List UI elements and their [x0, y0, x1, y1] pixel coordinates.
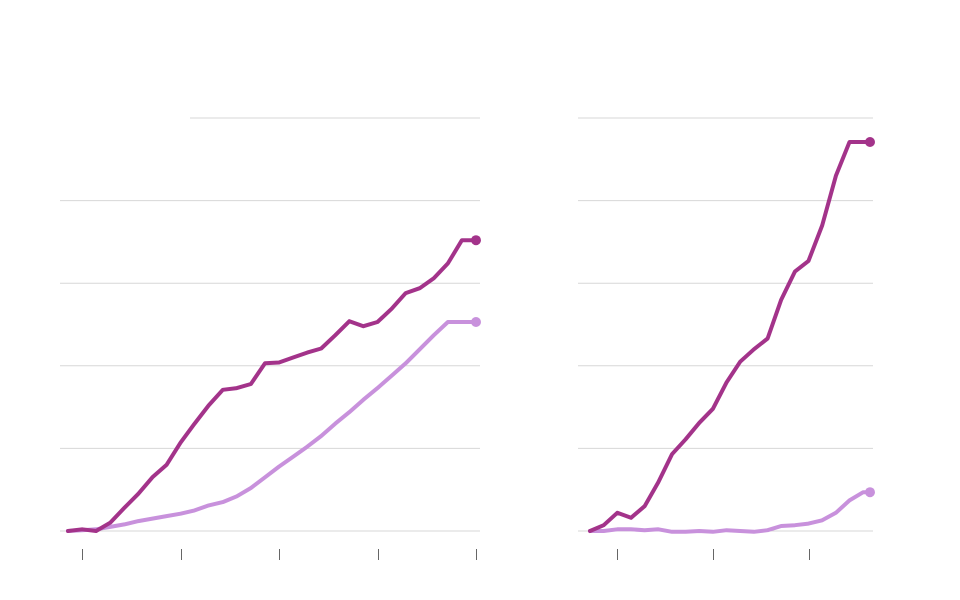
chart-panel-1	[60, 117, 481, 560]
series-end-marker-2	[471, 317, 481, 327]
series-line-2	[588, 490, 872, 534]
series-line-2	[66, 320, 478, 533]
series-line-1	[66, 238, 478, 533]
series-end-marker-1	[865, 137, 875, 147]
series-end-marker-1	[471, 235, 481, 246]
series-end-marker-2	[865, 487, 875, 498]
series-line-1	[588, 140, 872, 533]
chart-panel-2	[578, 117, 875, 560]
